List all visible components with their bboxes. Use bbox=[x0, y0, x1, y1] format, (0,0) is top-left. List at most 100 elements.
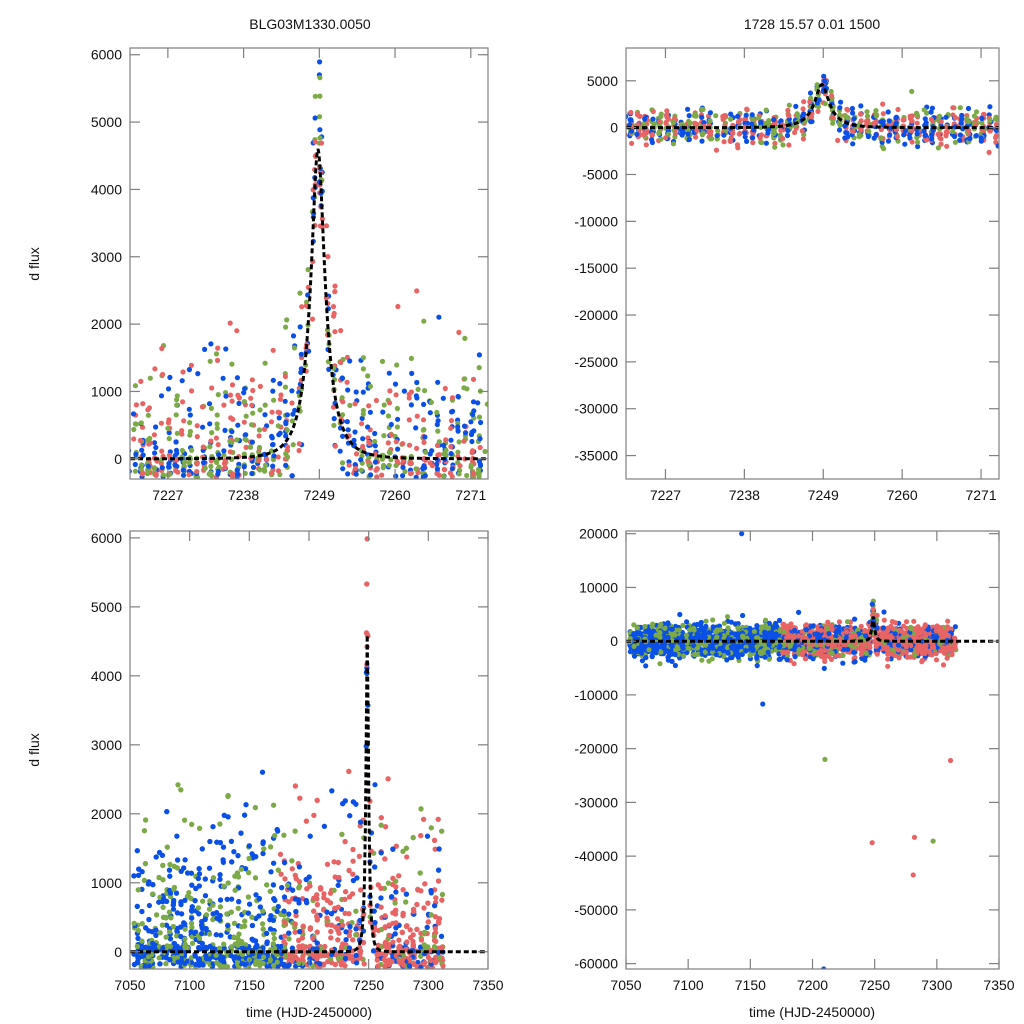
data-point-blue bbox=[368, 472, 374, 478]
data-point-red bbox=[319, 216, 325, 222]
data-point-blue bbox=[959, 112, 965, 118]
data-point-red bbox=[404, 854, 410, 860]
data-point-blue bbox=[206, 865, 213, 871]
data-point-red bbox=[366, 403, 372, 409]
data-point-green bbox=[281, 912, 287, 918]
data-point-blue bbox=[436, 846, 442, 852]
data-point-blue bbox=[352, 429, 358, 435]
data-point-green bbox=[181, 459, 188, 465]
data-point-green bbox=[312, 93, 318, 99]
y-tick-label: 2000 bbox=[91, 806, 122, 822]
data-point-blue bbox=[282, 860, 288, 866]
data-point-green bbox=[203, 912, 209, 918]
data-point-blue bbox=[476, 352, 482, 358]
data-point-green bbox=[135, 928, 142, 934]
data-point-red bbox=[338, 328, 344, 334]
data-point-blue bbox=[432, 903, 438, 909]
data-point-blue bbox=[139, 869, 145, 875]
data-point-red bbox=[249, 402, 255, 408]
data-point-blue bbox=[211, 946, 217, 952]
data-point-blue bbox=[901, 132, 907, 138]
data-point-red bbox=[346, 867, 352, 874]
data-point-blue bbox=[470, 399, 477, 405]
data-point-green bbox=[168, 915, 174, 921]
data-point-green bbox=[271, 397, 277, 403]
data-point-green bbox=[786, 102, 792, 108]
data-point-green bbox=[289, 858, 295, 864]
data-point-red bbox=[626, 132, 628, 137]
data-point-blue bbox=[357, 917, 363, 924]
data-point-red bbox=[664, 112, 670, 118]
data-point-red bbox=[880, 101, 886, 107]
data-point-blue bbox=[221, 448, 227, 454]
data-point-green bbox=[866, 128, 872, 134]
data-point-green bbox=[283, 324, 289, 330]
data-point-blue bbox=[887, 132, 893, 138]
data-point-blue bbox=[807, 90, 814, 96]
data-point-green bbox=[188, 896, 194, 902]
data-point-green bbox=[692, 111, 698, 117]
data-point-red bbox=[296, 441, 302, 447]
data-point-green bbox=[665, 131, 672, 137]
data-point-green bbox=[147, 375, 153, 381]
data-point-blue bbox=[365, 424, 371, 430]
data-point-red bbox=[428, 957, 434, 964]
data-point-blue bbox=[208, 341, 214, 347]
data-point-green bbox=[709, 136, 715, 142]
data-point-green bbox=[914, 135, 920, 141]
data-point-green bbox=[142, 861, 148, 867]
data-point-green bbox=[713, 113, 719, 119]
data-point-green bbox=[207, 358, 213, 364]
data-point-red bbox=[397, 946, 403, 952]
data-point-blue bbox=[735, 113, 741, 119]
data-point-red bbox=[166, 417, 172, 423]
data-point-green bbox=[207, 444, 213, 450]
x-tick-label: 7227 bbox=[152, 487, 183, 503]
data-point-green bbox=[331, 887, 337, 893]
data-point-red bbox=[230, 416, 236, 422]
data-point-blue bbox=[421, 401, 427, 407]
data-point-green bbox=[358, 467, 364, 473]
data-point-green bbox=[836, 121, 843, 127]
data-point-blue bbox=[297, 929, 303, 935]
data-point-green bbox=[225, 880, 231, 886]
data-point-red bbox=[406, 442, 413, 448]
data-point-green bbox=[379, 358, 386, 364]
data-point-blue bbox=[409, 370, 415, 376]
data-point-red bbox=[434, 442, 441, 449]
y-tick-label: 3000 bbox=[91, 737, 122, 753]
data-point-blue bbox=[193, 961, 199, 968]
data-point-green bbox=[434, 409, 440, 415]
data-point-red bbox=[433, 895, 439, 901]
data-point-red bbox=[382, 943, 388, 949]
data-point-green bbox=[766, 118, 772, 124]
data-point-green bbox=[171, 886, 177, 892]
data-point-blue bbox=[267, 926, 274, 932]
data-point-green bbox=[174, 955, 180, 961]
y-tick-label: 0 bbox=[114, 944, 122, 960]
data-point-red bbox=[871, 121, 877, 127]
data-point-blue bbox=[199, 919, 205, 925]
data-point-blue bbox=[286, 930, 292, 936]
data-point-blue bbox=[185, 870, 191, 876]
data-point-blue bbox=[187, 412, 193, 418]
data-point-green bbox=[283, 451, 289, 457]
data-point-blue bbox=[449, 466, 455, 472]
data-point-green bbox=[436, 955, 443, 961]
data-point-green bbox=[196, 935, 203, 941]
data-point-green bbox=[291, 345, 298, 351]
data-point-blue bbox=[392, 381, 399, 387]
data-point-red bbox=[943, 133, 949, 139]
data-point-blue bbox=[180, 472, 187, 478]
data-point-blue bbox=[207, 421, 213, 427]
data-point-blue bbox=[749, 112, 755, 118]
data-point-blue bbox=[902, 128, 909, 134]
data-point-blue bbox=[242, 386, 248, 392]
data-point-red bbox=[470, 376, 477, 382]
data-point-green bbox=[873, 108, 879, 114]
data-point-green bbox=[260, 921, 266, 927]
data-point-blue bbox=[406, 963, 412, 969]
data-point-red bbox=[181, 418, 187, 424]
data-point-green bbox=[189, 447, 195, 453]
data-point-blue bbox=[763, 140, 770, 146]
